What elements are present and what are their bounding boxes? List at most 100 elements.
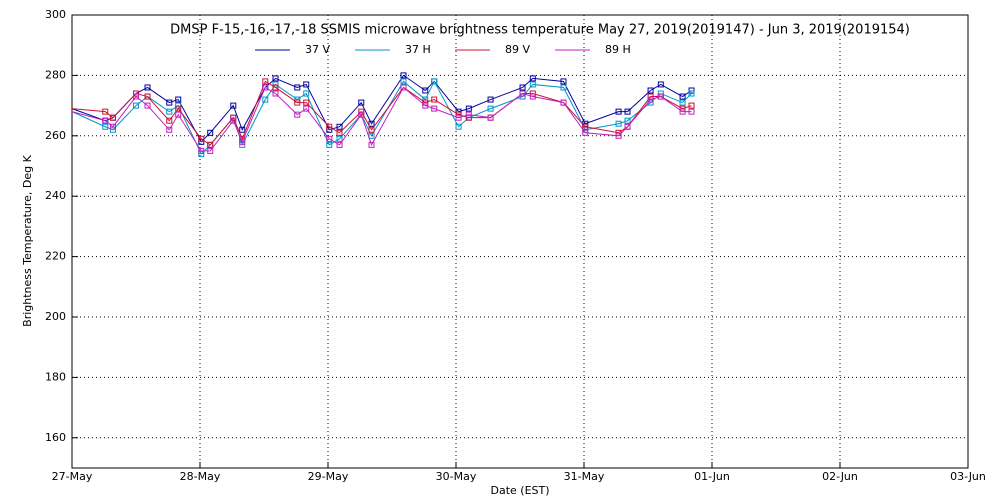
point-marker	[198, 150, 205, 157]
point-marker	[102, 123, 109, 130]
point-marker	[431, 78, 438, 85]
point-marker	[166, 126, 173, 133]
point-marker	[688, 108, 695, 115]
point-marker	[336, 141, 343, 148]
point-marker	[207, 141, 214, 148]
point-marker	[519, 90, 526, 97]
point-marker	[336, 123, 343, 130]
point-marker	[582, 123, 589, 130]
point-marker	[166, 117, 173, 124]
point-marker	[166, 108, 173, 115]
point-marker	[679, 93, 686, 100]
series-line	[71, 86, 692, 152]
x-tick-label: 01-Jun	[694, 470, 730, 483]
point-marker	[529, 93, 536, 100]
x-tick-label: 30-May	[436, 470, 477, 483]
point-marker	[529, 75, 536, 82]
point-marker	[615, 120, 622, 127]
y-tick-label: 160	[45, 431, 66, 444]
point-marker	[303, 90, 310, 97]
point-marker	[262, 96, 269, 103]
point-marker	[207, 147, 214, 154]
point-marker	[688, 90, 695, 97]
point-marker	[102, 108, 109, 115]
legend-label: 89 V	[505, 43, 530, 56]
point-marker	[109, 123, 116, 130]
point-marker	[400, 72, 407, 79]
point-marker	[144, 102, 151, 109]
series-line	[71, 80, 692, 155]
point-marker	[109, 114, 116, 121]
point-marker	[175, 111, 182, 118]
point-marker	[519, 84, 526, 91]
point-marker	[688, 102, 695, 109]
point-marker	[272, 90, 279, 97]
x-tick-label: 28-May	[180, 470, 221, 483]
point-marker	[679, 99, 686, 106]
point-marker	[144, 84, 151, 91]
x-axis-label: Date (EST)	[490, 484, 549, 497]
point-marker	[303, 81, 310, 88]
point-marker	[272, 84, 279, 91]
y-tick-label: 220	[45, 250, 66, 263]
point-marker	[262, 78, 269, 85]
point-marker	[336, 129, 343, 136]
point-marker	[657, 81, 664, 88]
plot-frame	[71, 14, 969, 469]
point-marker	[230, 117, 237, 124]
point-marker	[647, 87, 654, 94]
point-marker	[262, 84, 269, 91]
y-tick-label: 260	[45, 129, 66, 142]
point-marker	[615, 132, 622, 139]
point-marker	[102, 117, 109, 124]
point-marker	[144, 93, 151, 100]
point-marker	[615, 108, 622, 115]
point-marker	[368, 126, 375, 133]
legend-label: 89 H	[605, 43, 631, 56]
legend-label: 37 H	[405, 43, 431, 56]
point-marker	[560, 84, 567, 91]
point-marker	[368, 141, 375, 148]
point-marker	[207, 129, 214, 136]
y-tick-label: 200	[45, 310, 66, 323]
point-marker	[230, 102, 237, 109]
point-marker	[560, 99, 567, 106]
point-marker	[455, 123, 462, 130]
point-marker	[326, 123, 333, 130]
point-marker	[294, 99, 301, 106]
point-marker	[358, 99, 365, 106]
point-marker	[582, 129, 589, 136]
point-marker	[239, 126, 246, 133]
point-marker	[175, 105, 182, 112]
point-marker	[272, 75, 279, 82]
point-marker	[303, 99, 310, 106]
point-marker	[431, 105, 438, 112]
point-marker	[465, 105, 472, 112]
point-marker	[560, 78, 567, 85]
point-marker	[422, 102, 429, 109]
y-tick-label: 180	[45, 370, 66, 383]
x-tick-label: 27-May	[52, 470, 93, 483]
point-marker	[455, 114, 462, 121]
point-marker	[679, 108, 686, 115]
legend-label: 37 V	[305, 43, 330, 56]
point-marker	[647, 96, 654, 103]
chart-title: DMSP F-15,-16,-17,-18 SSMIS microwave br…	[170, 23, 910, 38]
point-marker	[487, 114, 494, 121]
point-marker	[294, 84, 301, 91]
point-marker	[175, 96, 182, 103]
point-marker	[657, 93, 664, 100]
point-marker	[465, 111, 472, 118]
point-marker	[239, 138, 246, 145]
y-tick-label: 240	[45, 189, 66, 202]
point-marker	[326, 141, 333, 148]
y-axis-label: Brightness Temperature, Deg K	[21, 154, 34, 326]
point-marker	[166, 99, 173, 106]
point-marker	[368, 120, 375, 127]
point-marker	[529, 81, 536, 88]
x-tick-label: 03-Jun	[950, 470, 986, 483]
point-marker	[198, 135, 205, 142]
point-marker	[294, 111, 301, 118]
x-tick-label: 29-May	[308, 470, 349, 483]
